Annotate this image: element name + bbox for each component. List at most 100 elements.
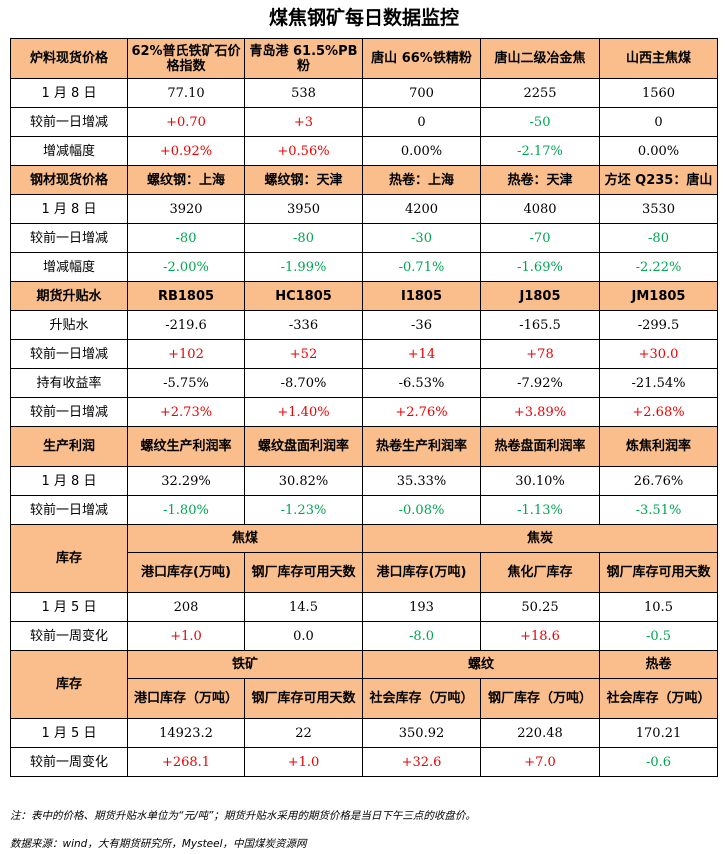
table-row: 升贴水 -219.6 -336 -36 -165.5 -299.5 bbox=[10, 310, 718, 340]
table-cell: -1.80% bbox=[127, 495, 245, 525]
section-label: 期货升贴水 bbox=[10, 281, 128, 311]
column-header: 热卷盘面利润率 bbox=[480, 426, 600, 467]
table-cell: -30 bbox=[362, 223, 481, 253]
table-cell: 220.48 bbox=[480, 718, 600, 748]
row-label: 较前一周变化 bbox=[10, 621, 128, 651]
group-header: 螺纹 bbox=[362, 650, 600, 679]
table-cell: +1.0 bbox=[244, 747, 363, 777]
inventory-group-row: 库存 铁矿 螺纹 热卷 bbox=[10, 650, 718, 719]
table-cell: -2.00% bbox=[127, 252, 245, 282]
table-cell: 77.10 bbox=[127, 78, 245, 108]
table-row: 增减幅度 +0.92% +0.56% 0.00% -2.17% 0.00% bbox=[10, 136, 718, 166]
page-title: 煤焦钢矿每日数据监控 bbox=[268, 7, 459, 29]
table-row: 1 月 8 日 3920 3950 4200 4080 3530 bbox=[10, 194, 718, 224]
table-cell: -0.5 bbox=[599, 621, 718, 651]
row-label: 1 月 5 日 bbox=[10, 592, 128, 622]
row-label: 持有收益率 bbox=[10, 368, 128, 398]
column-header: J1805 bbox=[480, 281, 600, 311]
table-cell: -2.22% bbox=[599, 252, 718, 282]
table-row: 1 月 5 日 14923.2 22 350.92 220.48 170.21 bbox=[10, 718, 718, 748]
column-header: 港口库存(万吨) bbox=[127, 552, 245, 593]
inventory-sub-row: 港口库存（万吨） 钢厂库存可用天数 社会库存（万吨） 钢厂库存（万吨） 社会库存… bbox=[11, 678, 718, 719]
column-header: I1805 bbox=[362, 281, 481, 311]
row-label: 较前一日增减 bbox=[10, 107, 128, 137]
table-cell: 193 bbox=[362, 592, 481, 622]
table-cell: 0.00% bbox=[362, 136, 481, 166]
column-header: 螺纹盘面利润率 bbox=[244, 426, 363, 467]
table-cell: 4080 bbox=[480, 194, 600, 224]
table-cell: 0 bbox=[599, 107, 718, 137]
table-cell: -8.70% bbox=[244, 368, 363, 398]
table-cell: -2.17% bbox=[480, 136, 600, 166]
row-label: 较前一日增减 bbox=[10, 397, 128, 427]
table-cell: -336 bbox=[244, 310, 363, 340]
table-row: 持有收益率 -5.75% -8.70% -6.53% -7.92% -21.54… bbox=[10, 368, 718, 398]
column-header: 唐山二级冶金焦 bbox=[480, 38, 600, 79]
column-header: 钢厂库存可用天数 bbox=[244, 678, 363, 719]
row-label: 升贴水 bbox=[10, 310, 128, 340]
row-label: 1 月 5 日 bbox=[10, 718, 128, 748]
table-cell: -6.53% bbox=[362, 368, 481, 398]
table-cell: 700 bbox=[362, 78, 481, 108]
table-cell: 4200 bbox=[362, 194, 481, 224]
table-cell: +2.76% bbox=[362, 397, 481, 427]
group-header: 焦煤 bbox=[127, 524, 363, 553]
column-header: 钢厂库存（万吨） bbox=[480, 678, 600, 719]
column-header: 炼焦利润率 bbox=[599, 426, 718, 467]
table-cell: -80 bbox=[244, 223, 363, 253]
table-cell: 538 bbox=[244, 78, 363, 108]
row-label: 较前一日增减 bbox=[10, 223, 128, 253]
table-cell: +1.40% bbox=[244, 397, 363, 427]
table-row: 较前一周变化 +1.0 0.0 -8.0 +18.6 -0.5 bbox=[10, 621, 718, 651]
column-header: 唐山 66%铁精粉 bbox=[362, 38, 481, 79]
table-cell: 3950 bbox=[244, 194, 363, 224]
table-cell: -0.08% bbox=[362, 495, 481, 525]
table-cell: 50.25 bbox=[480, 592, 600, 622]
table-cell: -70 bbox=[480, 223, 600, 253]
table-cell: -8.0 bbox=[362, 621, 481, 651]
table-cell: -1.69% bbox=[480, 252, 600, 282]
table-row: 增减幅度 -2.00% -1.99% -0.71% -1.69% -2.22% bbox=[10, 252, 718, 282]
section-label: 生产利润 bbox=[10, 426, 128, 467]
column-header: 热卷：天津 bbox=[480, 165, 600, 195]
table-cell: +78 bbox=[480, 339, 600, 369]
table-cell: 0.0 bbox=[244, 621, 363, 651]
table-cell: -36 bbox=[362, 310, 481, 340]
column-header: HC1805 bbox=[244, 281, 363, 311]
column-header: 钢厂库存可用天数 bbox=[244, 552, 363, 593]
column-header: 方坯 Q235：唐山 bbox=[599, 165, 718, 195]
table-row: 较前一日增减 -1.80% -1.23% -0.08% -1.13% -3.51… bbox=[10, 495, 718, 525]
row-label: 1 月 8 日 bbox=[10, 194, 128, 224]
table-cell: 14923.2 bbox=[127, 718, 245, 748]
table-cell: -80 bbox=[599, 223, 718, 253]
table-cell: +102 bbox=[127, 339, 245, 369]
section-label: 库存 bbox=[10, 524, 128, 593]
group-header: 铁矿 bbox=[127, 650, 363, 679]
table-cell: -1.23% bbox=[244, 495, 363, 525]
column-header: RB1805 bbox=[127, 281, 245, 311]
row-label: 增减幅度 bbox=[10, 252, 128, 282]
table-cell: 32.29% bbox=[127, 466, 245, 496]
table-cell: +3.89% bbox=[480, 397, 600, 427]
column-header: 焦化厂库存 bbox=[480, 552, 600, 593]
data-source: 数据来源：wind，大有期货研究所，Mysteel，中国煤炭资源网 bbox=[10, 838, 307, 850]
column-header: 港口库存（万吨） bbox=[127, 678, 245, 719]
table-cell: +52 bbox=[244, 339, 363, 369]
futures-header-row: 期货升贴水 RB1805 HC1805 I1805 J1805 JM1805 bbox=[10, 281, 718, 311]
data-table: 炉料现货价格 62%普氏铁矿石价格指数 青岛港 61.5%PB粉 唐山 66%铁… bbox=[10, 38, 718, 777]
row-label: 较前一日增减 bbox=[10, 339, 128, 369]
section-label: 炉料现货价格 bbox=[10, 38, 128, 79]
column-header: 社会库存（万吨） bbox=[362, 678, 481, 719]
column-header: 港口库存(万吨) bbox=[362, 552, 481, 593]
table-row: 较前一日增减 +102 +52 +14 +78 +30.0 bbox=[10, 339, 718, 369]
group-header: 焦炭 bbox=[362, 524, 718, 553]
table-cell: +2.68% bbox=[599, 397, 718, 427]
table-cell: 14.5 bbox=[244, 592, 363, 622]
column-header: 热卷：上海 bbox=[362, 165, 481, 195]
table-cell: -50 bbox=[480, 107, 600, 137]
table-cell: 3530 bbox=[599, 194, 718, 224]
table-cell: 0 bbox=[362, 107, 481, 137]
table-cell: 3920 bbox=[127, 194, 245, 224]
table-cell: 2255 bbox=[480, 78, 600, 108]
table-row: 1 月 8 日 32.29% 30.82% 35.33% 30.10% 26.7… bbox=[10, 466, 718, 496]
